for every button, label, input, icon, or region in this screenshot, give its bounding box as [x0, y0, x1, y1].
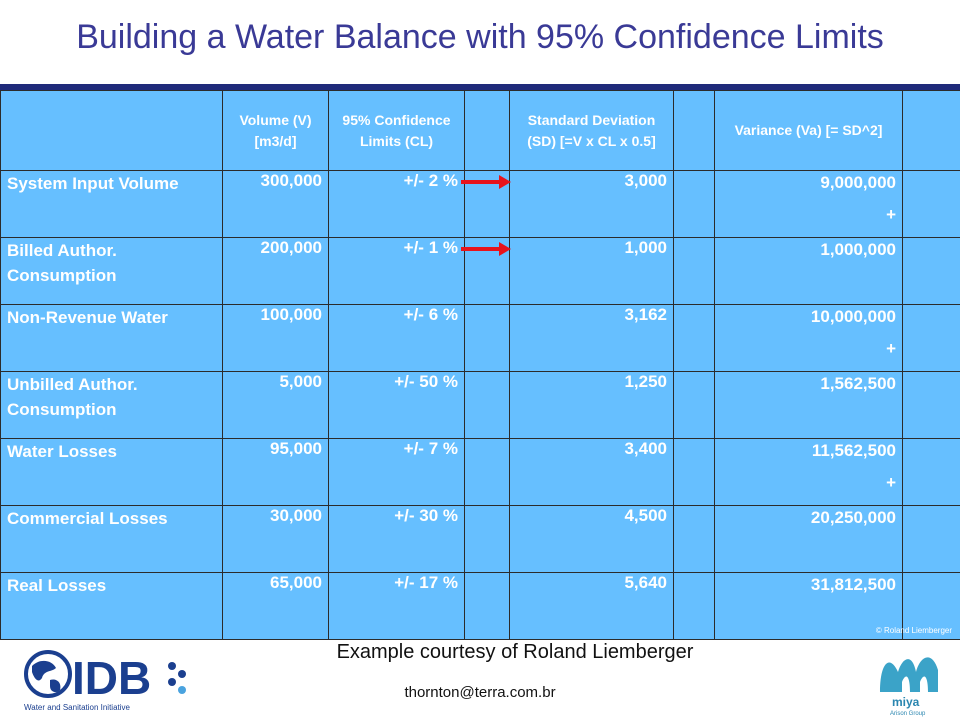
spacer-cell: [464, 304, 510, 372]
spacer-cell: [902, 170, 960, 238]
sd-cell: 3,162: [509, 304, 674, 372]
volume-cell: 300,000: [222, 170, 329, 238]
confidence-cell: +/- 7 %: [328, 438, 465, 506]
header-standard-deviation: Standard Deviation (SD) [=V x CL x 0.5]: [509, 90, 674, 171]
variance-value: 1,562,500: [820, 374, 896, 393]
variance-cell: 20,250,000: [714, 505, 903, 573]
confidence-cell: +/- 2 %: [328, 170, 465, 238]
volume-cell: 100,000: [222, 304, 329, 372]
arrow-cell: [461, 237, 511, 305]
row-label: Unbilled Author. Consumption: [0, 371, 223, 439]
table-row: Real Losses 65,000 +/- 17 % 5,640 31,812…: [0, 572, 960, 640]
variance-value: 20,250,000: [810, 508, 896, 527]
volume-cell: 65,000: [222, 572, 329, 640]
idb-logo-text: IDB: [72, 652, 151, 704]
spacer-cell: [673, 304, 715, 372]
confidence-cell: +/- 30 %: [328, 505, 465, 573]
spacer-cell: [673, 237, 715, 305]
variance-cell: 1,000,000: [714, 237, 903, 305]
spacer-cell: [902, 371, 960, 439]
spacer-cell: [673, 438, 715, 506]
header-label: [0, 90, 223, 171]
sd-cell: 1,250: [509, 371, 674, 439]
variance-value: 31,812,500: [810, 575, 896, 594]
spacer-cell: © Roland Liemberger: [876, 572, 960, 640]
spacer-cell: [464, 438, 510, 506]
miya-logo-text: miya: [892, 695, 920, 709]
slide-title: Building a Water Balance with 95% Confid…: [76, 18, 884, 56]
spacer-cell: [673, 572, 715, 640]
spacer-cell: [902, 438, 960, 506]
sd-cell: 5,640: [509, 572, 674, 640]
header-row: Volume (V) [m3/d] 95% Confidence Limits …: [0, 90, 960, 171]
spacer-cell: [673, 170, 715, 238]
spacer-cell: [464, 371, 510, 439]
variance-value: 11,562,500: [811, 441, 896, 460]
spacer-cell: [902, 237, 960, 305]
sd-cell: 3,400: [509, 438, 674, 506]
volume-cell: 30,000: [222, 505, 329, 573]
variance-cell: 1,562,500: [714, 371, 903, 439]
variance-value: 1,000,000: [820, 240, 896, 259]
plus-sign: +: [886, 205, 896, 224]
confidence-cell: +/- 1 %: [328, 237, 465, 305]
courtesy-caption: Example courtesy of Roland Liemberger: [336, 641, 694, 663]
row-label: Water Losses: [0, 438, 223, 506]
header-variance: Variance (Va) [= SD^2]: [714, 90, 903, 171]
variance-value: 9,000,000: [820, 173, 896, 192]
miya-logo: miya Arison Group: [880, 657, 938, 717]
water-balance-table: Volume (V) [m3/d] 95% Confidence Limits …: [0, 90, 960, 640]
idb-logo-subtext: Water and Sanitation Initiative: [24, 703, 131, 712]
variance-cell: 31,812,500: [714, 572, 903, 640]
variance-cell: 10,000,000 +: [714, 304, 903, 372]
header-confidence-limits: 95% Confidence Limits (CL): [328, 90, 465, 171]
miya-logo-subtext: Arison Group: [890, 711, 926, 717]
table-row: Commercial Losses 30,000 +/- 30 % 4,500 …: [0, 505, 960, 573]
plus-sign: +: [886, 339, 896, 358]
row-label: Non-Revenue Water: [0, 304, 223, 372]
row-label: System Input Volume: [0, 170, 223, 238]
spacer-cell: [902, 304, 960, 372]
globe-icon: [24, 650, 72, 698]
header-volume: Volume (V) [m3/d]: [222, 90, 329, 171]
red-arrow-icon: [461, 175, 511, 189]
sd-cell: 4,500: [509, 505, 674, 573]
spacer-cell: [464, 572, 510, 640]
idb-logo: IDB Water and Sanitation Initiative: [24, 650, 186, 712]
sd-cell: 3,000: [509, 170, 674, 238]
table-row: System Input Volume 300,000 +/- 2 % 3,00…: [0, 170, 960, 238]
volume-cell: 95,000: [222, 438, 329, 506]
volume-cell: 5,000: [222, 371, 329, 439]
table-row: Water Losses 95,000 +/- 7 % 3,400 11,562…: [0, 438, 960, 506]
spacer-cell: [902, 505, 960, 573]
header-spacer: [464, 90, 510, 171]
row-label: Commercial Losses: [0, 505, 223, 573]
table-row: Billed Author. Consumption 200,000 +/- 1…: [0, 237, 960, 305]
confidence-cell: +/- 50 %: [328, 371, 465, 439]
spacer-cell: [464, 505, 510, 573]
variance-cell: 11,562,500 +: [714, 438, 903, 506]
spacer-cell: [673, 371, 715, 439]
title-divider: [0, 84, 960, 90]
variance-value: 10,000,000: [810, 307, 896, 326]
header-spacer: [673, 90, 715, 171]
confidence-cell: +/- 6 %: [328, 304, 465, 372]
header-spacer: [902, 90, 960, 171]
arrow-cell: [461, 170, 511, 238]
red-arrow-icon: [461, 242, 511, 256]
variance-cell: 9,000,000 +: [714, 170, 903, 238]
spacer-cell: [673, 505, 715, 573]
table-row: Non-Revenue Water 100,000 +/- 6 % 3,162 …: [0, 304, 960, 372]
row-label: Real Losses: [0, 572, 223, 640]
plus-sign: +: [886, 473, 896, 492]
contact-email: thornton@terra.com.br: [404, 684, 556, 701]
copyright-note: © Roland Liemberger: [875, 626, 952, 635]
volume-cell: 200,000: [222, 237, 329, 305]
row-label: Billed Author. Consumption: [0, 237, 223, 305]
confidence-cell: +/- 17 %: [328, 572, 465, 640]
sd-cell: 1,000: [509, 237, 674, 305]
table-row: Unbilled Author. Consumption 5,000 +/- 5…: [0, 371, 960, 439]
